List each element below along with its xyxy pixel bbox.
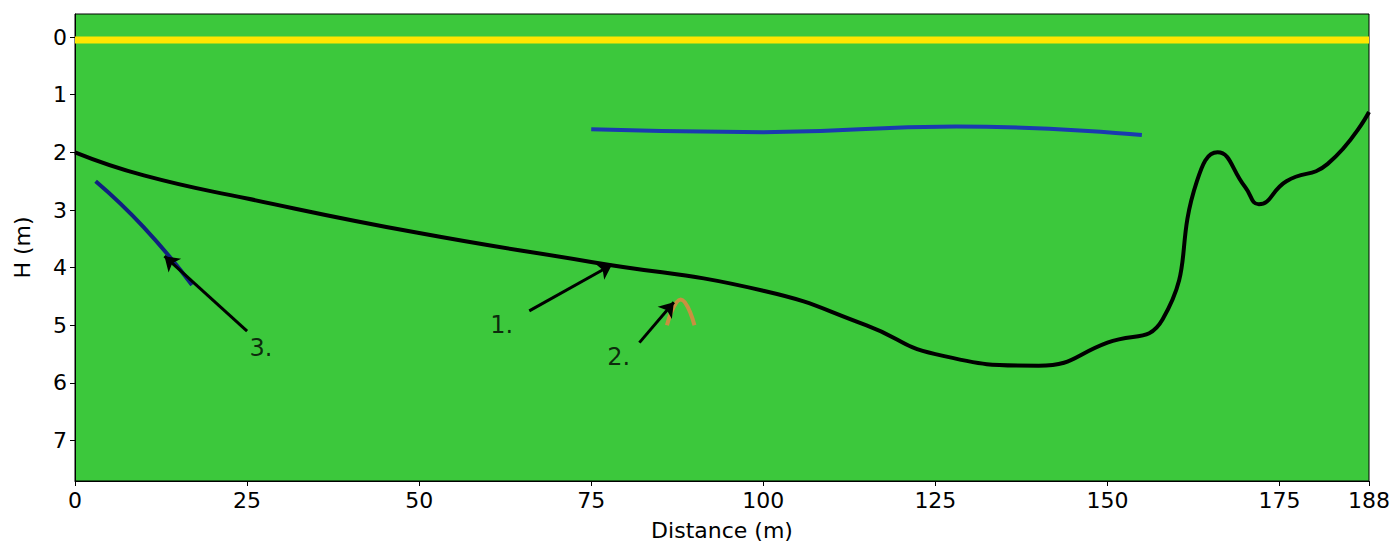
svg-text:2.: 2. bbox=[607, 343, 630, 371]
svg-text:H (m): H (m) bbox=[10, 216, 35, 278]
svg-text:3.: 3. bbox=[249, 334, 272, 362]
svg-text:2: 2 bbox=[53, 140, 67, 165]
svg-text:175: 175 bbox=[1259, 488, 1301, 513]
svg-text:7: 7 bbox=[53, 428, 67, 453]
svg-text:3: 3 bbox=[53, 198, 67, 223]
svg-text:6: 6 bbox=[53, 370, 67, 395]
svg-text:150: 150 bbox=[1086, 488, 1128, 513]
svg-text:50: 50 bbox=[405, 488, 433, 513]
svg-text:125: 125 bbox=[914, 488, 956, 513]
svg-text:188: 188 bbox=[1348, 488, 1390, 513]
svg-text:5: 5 bbox=[53, 313, 67, 338]
svg-text:75: 75 bbox=[577, 488, 605, 513]
svg-text:1.: 1. bbox=[490, 311, 513, 339]
svg-text:25: 25 bbox=[233, 488, 261, 513]
svg-text:0: 0 bbox=[53, 25, 67, 50]
svg-text:100: 100 bbox=[742, 488, 784, 513]
svg-text:4: 4 bbox=[53, 255, 67, 280]
svg-text:0: 0 bbox=[68, 488, 82, 513]
svg-text:1: 1 bbox=[53, 82, 67, 107]
svg-text:Distance (m): Distance (m) bbox=[651, 518, 793, 543]
